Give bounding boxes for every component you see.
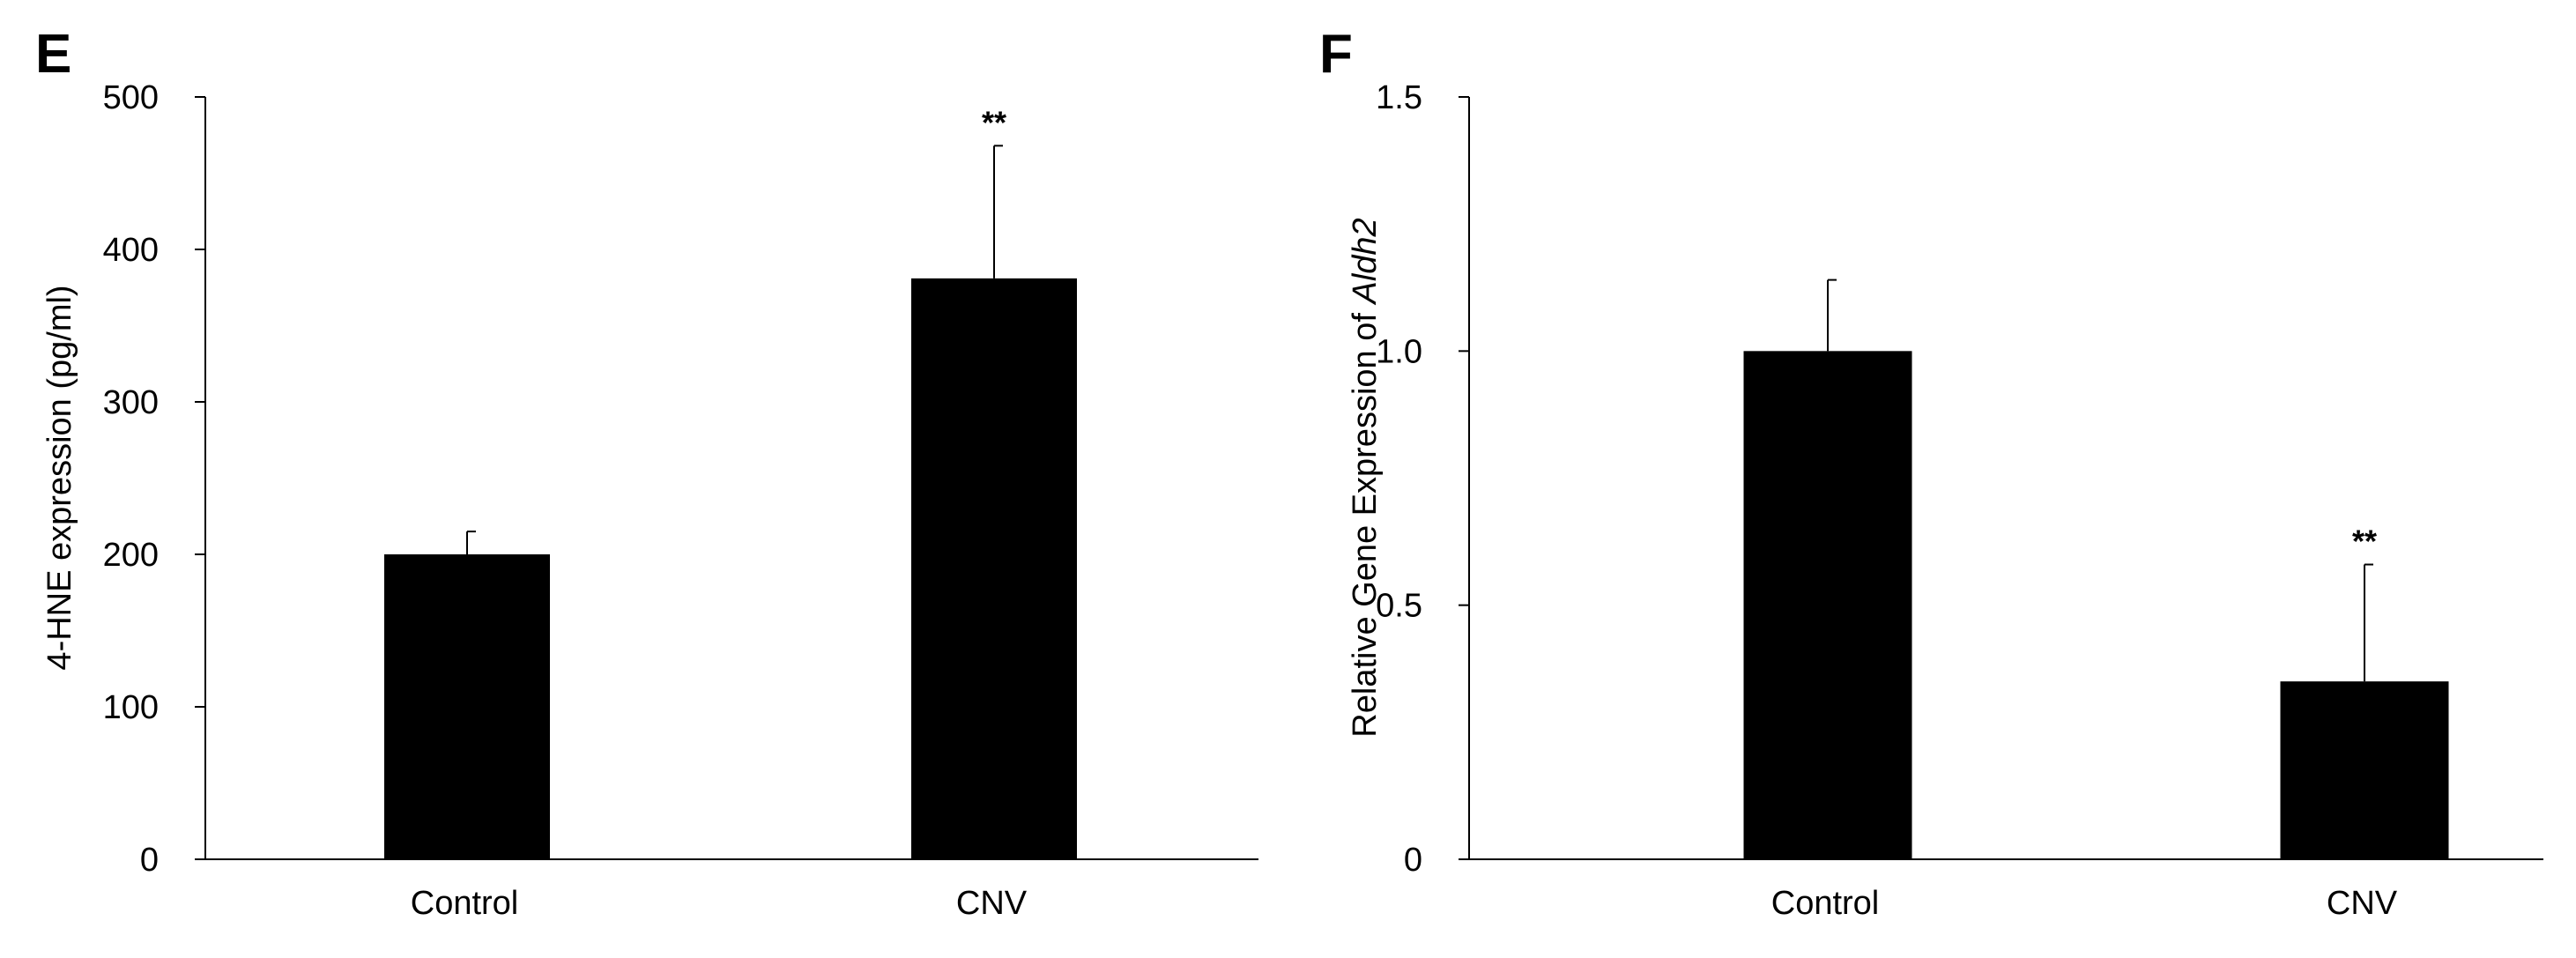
category-label: Control	[1771, 885, 1880, 922]
y-axis-title-part: Aldh2	[1347, 218, 1384, 305]
category-label: Control	[411, 885, 519, 922]
y-tick-label: 1.0	[1376, 333, 1422, 370]
category-label: CNV	[956, 885, 1028, 922]
y-tick-label: 400	[103, 232, 159, 269]
panel-label: E	[35, 24, 71, 85]
panel-e: E 0 100 200 300 400 500 4-HNE expression (pg/ml…	[35, 24, 1258, 922]
y-tick-label: 200	[103, 537, 159, 574]
y-axis-title: Relative Gene Expression of Aldh2	[1347, 218, 1384, 737]
category-label: CNV	[2327, 885, 2398, 922]
y-axis-title: 4-HNE expression (pg/ml)	[41, 285, 78, 670]
y-axis-title-part: Relative Gene Expression of	[1347, 304, 1384, 738]
panel-f: F 0 0.5 1.0 1.5 Relative Gene Expression of A…	[1319, 24, 2543, 922]
y-axis-title-part: 4-HNE expression (pg/ml)	[41, 285, 78, 670]
y-tick-label: 0	[140, 842, 159, 879]
y-tick-label: 100	[103, 689, 159, 726]
significance-mark: **	[982, 104, 1006, 140]
bar-cnv	[2280, 681, 2449, 859]
bar-cnv	[911, 278, 1077, 859]
y-tick-label: 0.5	[1376, 588, 1422, 625]
panel-label: F	[1319, 24, 1353, 85]
y-tick-label: 500	[103, 79, 159, 116]
bar-control	[1743, 351, 1912, 859]
bar-control	[384, 554, 550, 859]
y-tick-label: 300	[103, 384, 159, 421]
significance-mark: **	[2352, 524, 2377, 560]
y-tick-label: 0	[1404, 842, 1422, 879]
y-tick-label: 1.5	[1376, 79, 1422, 116]
